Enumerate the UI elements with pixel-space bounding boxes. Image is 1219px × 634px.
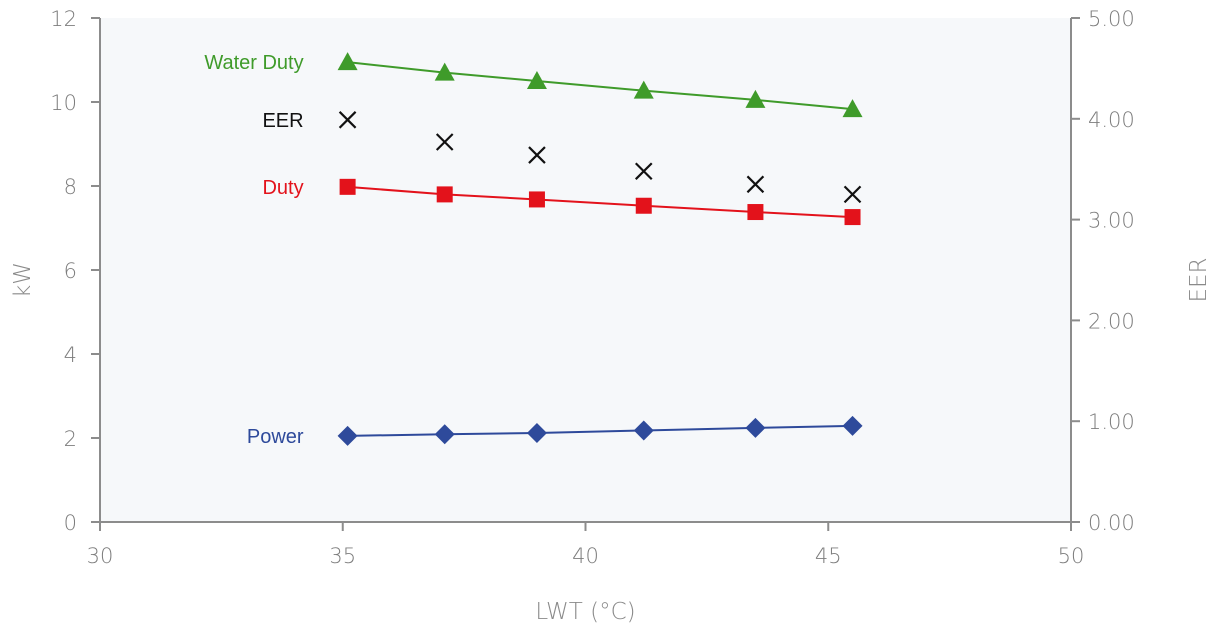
duty-line	[347, 185, 853, 219]
x-tick-label: 40	[572, 544, 599, 568]
y-axis-right-title: EER	[1186, 257, 1212, 302]
eer-point-stroke	[435, 133, 454, 151]
water-duty-point	[633, 80, 654, 99]
eer-point	[435, 133, 454, 151]
eer-series-label: EER	[262, 110, 303, 132]
eer-point	[338, 111, 357, 129]
eer-point	[746, 175, 765, 194]
eer-point-stroke	[528, 146, 546, 164]
power-point	[633, 420, 654, 441]
water-duty-line	[347, 61, 853, 111]
duty-point	[747, 204, 764, 221]
y-left-tick-label: 12	[50, 7, 77, 31]
axes-group: 30 35 40 45 50 0 2 4 6 8 10 12 0.00 1.00 2.00 3.00 4.00 5…	[50, 7, 1135, 568]
water-duty-point	[434, 62, 455, 81]
y-left-tick-label: 2	[64, 427, 77, 451]
eer-point-stroke	[746, 175, 765, 194]
power-point	[337, 425, 358, 446]
y-left-tick-label: 4	[64, 343, 77, 367]
y-right-tick-label: 5.00	[1088, 7, 1135, 31]
water-duty-point	[745, 89, 766, 108]
duty-series-label: Duty	[262, 177, 303, 199]
y-right-tick-label: 2.00	[1088, 309, 1135, 333]
y-axis-left-title: kW	[10, 262, 36, 298]
water-duty-point	[337, 52, 358, 71]
x-tick-label: 35	[329, 544, 356, 568]
y-left-tick-label: 8	[64, 175, 77, 199]
eer-point-stroke	[634, 162, 653, 180]
series-group	[337, 52, 863, 446]
x-axis-title: LWT (°C)	[535, 599, 635, 625]
eer-point	[528, 146, 546, 164]
power-line	[347, 424, 853, 437]
water-duty-point	[526, 71, 547, 89]
power-point	[842, 415, 863, 436]
x-tick-label: 50	[1058, 544, 1085, 568]
duty-point	[339, 178, 356, 195]
y-right-tick-label: 4.00	[1088, 108, 1135, 132]
power-series-label: Power	[247, 426, 304, 448]
series-labels-group: Water Duty EER Duty Power	[204, 52, 304, 448]
y-left-tick-label: 10	[50, 91, 77, 115]
duty-point	[635, 197, 652, 214]
plot-area	[100, 18, 1071, 522]
eer-point	[634, 162, 653, 180]
power-point	[526, 422, 547, 443]
water-duty-series-label: Water Duty	[204, 52, 303, 74]
x-tick-label: 45	[815, 544, 842, 568]
duty-point	[844, 209, 861, 226]
eer-point-stroke	[338, 111, 357, 129]
duty-point	[528, 191, 545, 208]
y-left-tick-label: 6	[64, 259, 77, 283]
eer-point-stroke	[843, 185, 862, 204]
power-point	[434, 424, 455, 445]
water-duty-point	[842, 99, 863, 118]
power-point	[745, 417, 766, 438]
y-right-tick-label: 3.00	[1088, 209, 1135, 233]
y-right-tick-label: 1.00	[1088, 410, 1135, 434]
eer-point	[843, 185, 862, 204]
y-right-tick-label: 0.00	[1088, 511, 1135, 535]
duty-point	[436, 186, 453, 203]
x-tick-label: 30	[87, 544, 114, 568]
y-left-tick-label: 0	[64, 511, 77, 535]
